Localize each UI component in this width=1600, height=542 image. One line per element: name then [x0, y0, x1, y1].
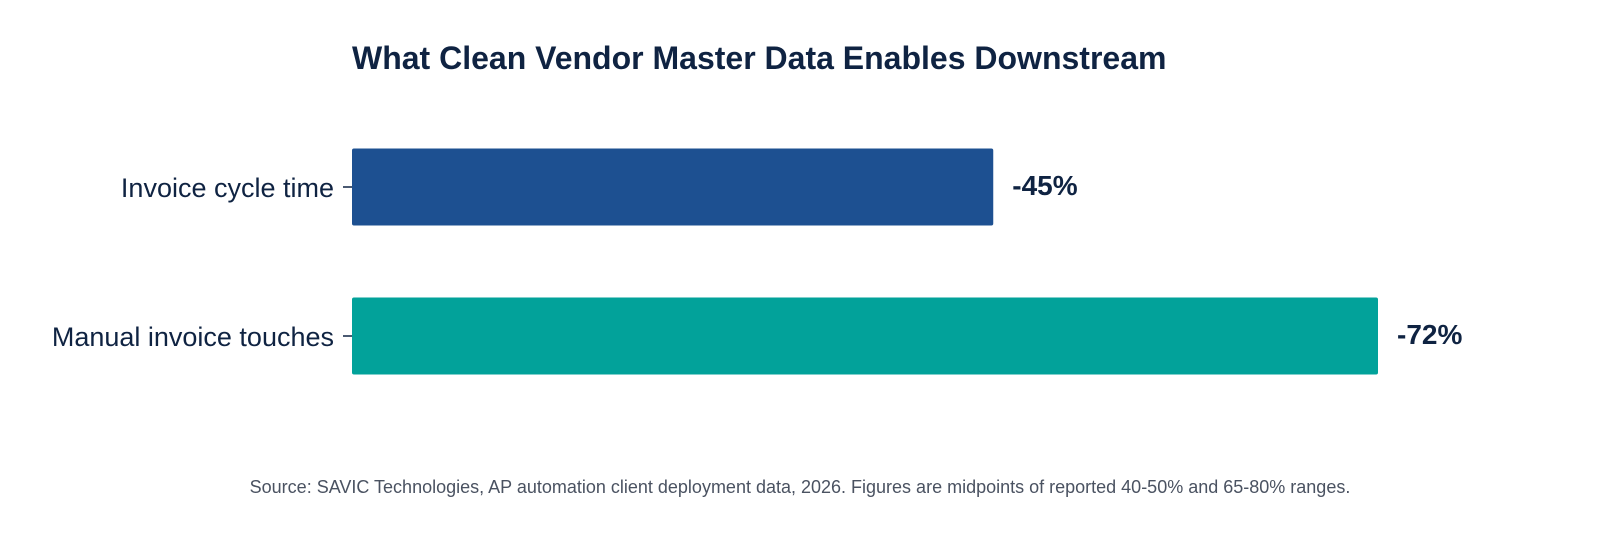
category-label: Invoice cycle time [121, 173, 334, 203]
category-label: Manual invoice touches [52, 322, 334, 352]
value-label: -45% [1012, 170, 1077, 201]
bars-layer: Invoice cycle time -45% Manual invoice tou… [52, 148, 1462, 375]
chart-title: What Clean Vendor Master Data Enables Do… [352, 40, 1166, 76]
bar-invoice-cycle-time [352, 148, 994, 226]
source-note: Source: SAVIC Technologies, AP automatio… [249, 477, 1351, 497]
bar-manual-invoice-touches [352, 297, 1378, 375]
value-label: -72% [1397, 319, 1462, 350]
